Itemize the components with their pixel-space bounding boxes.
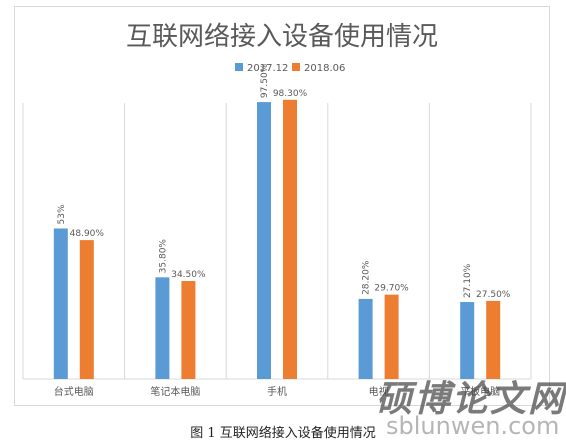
watermark-text: 硕博论文网 bbox=[376, 378, 566, 420]
category-label: 手机 bbox=[267, 385, 287, 398]
chart-frame: 互联网络接入设备使用情况 2017.12 2018.06 53% 48.90% 台式电脑 3… bbox=[14, 6, 550, 406]
data-label-2017: 28.20% bbox=[362, 260, 372, 295]
bar-2018 bbox=[486, 300, 501, 379]
bar-2017 bbox=[155, 277, 170, 379]
data-label-2017: 53% bbox=[57, 204, 67, 224]
legend-swatch-0 bbox=[235, 63, 243, 71]
category-label: 笔记本电脑 bbox=[150, 385, 200, 398]
category-label: 电视 bbox=[369, 385, 389, 398]
bar-2017 bbox=[460, 302, 475, 379]
bar-2018 bbox=[283, 99, 297, 379]
data-label-2018: 48.90% bbox=[70, 229, 105, 239]
bar-2018 bbox=[79, 240, 94, 379]
data-label-2018: 29.70% bbox=[374, 284, 409, 294]
bar-2017 bbox=[257, 102, 271, 379]
chart-title: 互联网络接入设备使用情况 bbox=[126, 22, 438, 52]
bar-2018 bbox=[384, 294, 399, 379]
data-label-2017: 27.10% bbox=[463, 263, 473, 298]
data-label-2018: 34.50% bbox=[171, 270, 206, 280]
data-label-2017: 35.80% bbox=[158, 239, 168, 274]
figure-caption: 图 1 互联网络接入设备使用情况 bbox=[190, 426, 376, 441]
watermark-url: sblunwen.com bbox=[386, 412, 560, 440]
legend-label-1: 2018.06 bbox=[304, 63, 345, 74]
bar-chart: 互联网络接入设备使用情况 2017.12 2018.06 53%48.90% 台式电脑 3… bbox=[22, 22, 532, 398]
legend-label-0: 2017.12 bbox=[247, 63, 288, 74]
bar-2017 bbox=[358, 298, 373, 379]
bar-2018 bbox=[181, 281, 196, 379]
data-label-2018: 27.50% bbox=[476, 290, 511, 300]
data-label-2017: 97.50% bbox=[260, 63, 270, 98]
category-label: 平板电脑 bbox=[460, 385, 500, 398]
bar-2017 bbox=[53, 228, 68, 379]
data-label-2018: 98.30% bbox=[273, 89, 308, 99]
legend-swatch-1 bbox=[292, 63, 300, 71]
category-label: 台式电脑 bbox=[54, 385, 94, 398]
